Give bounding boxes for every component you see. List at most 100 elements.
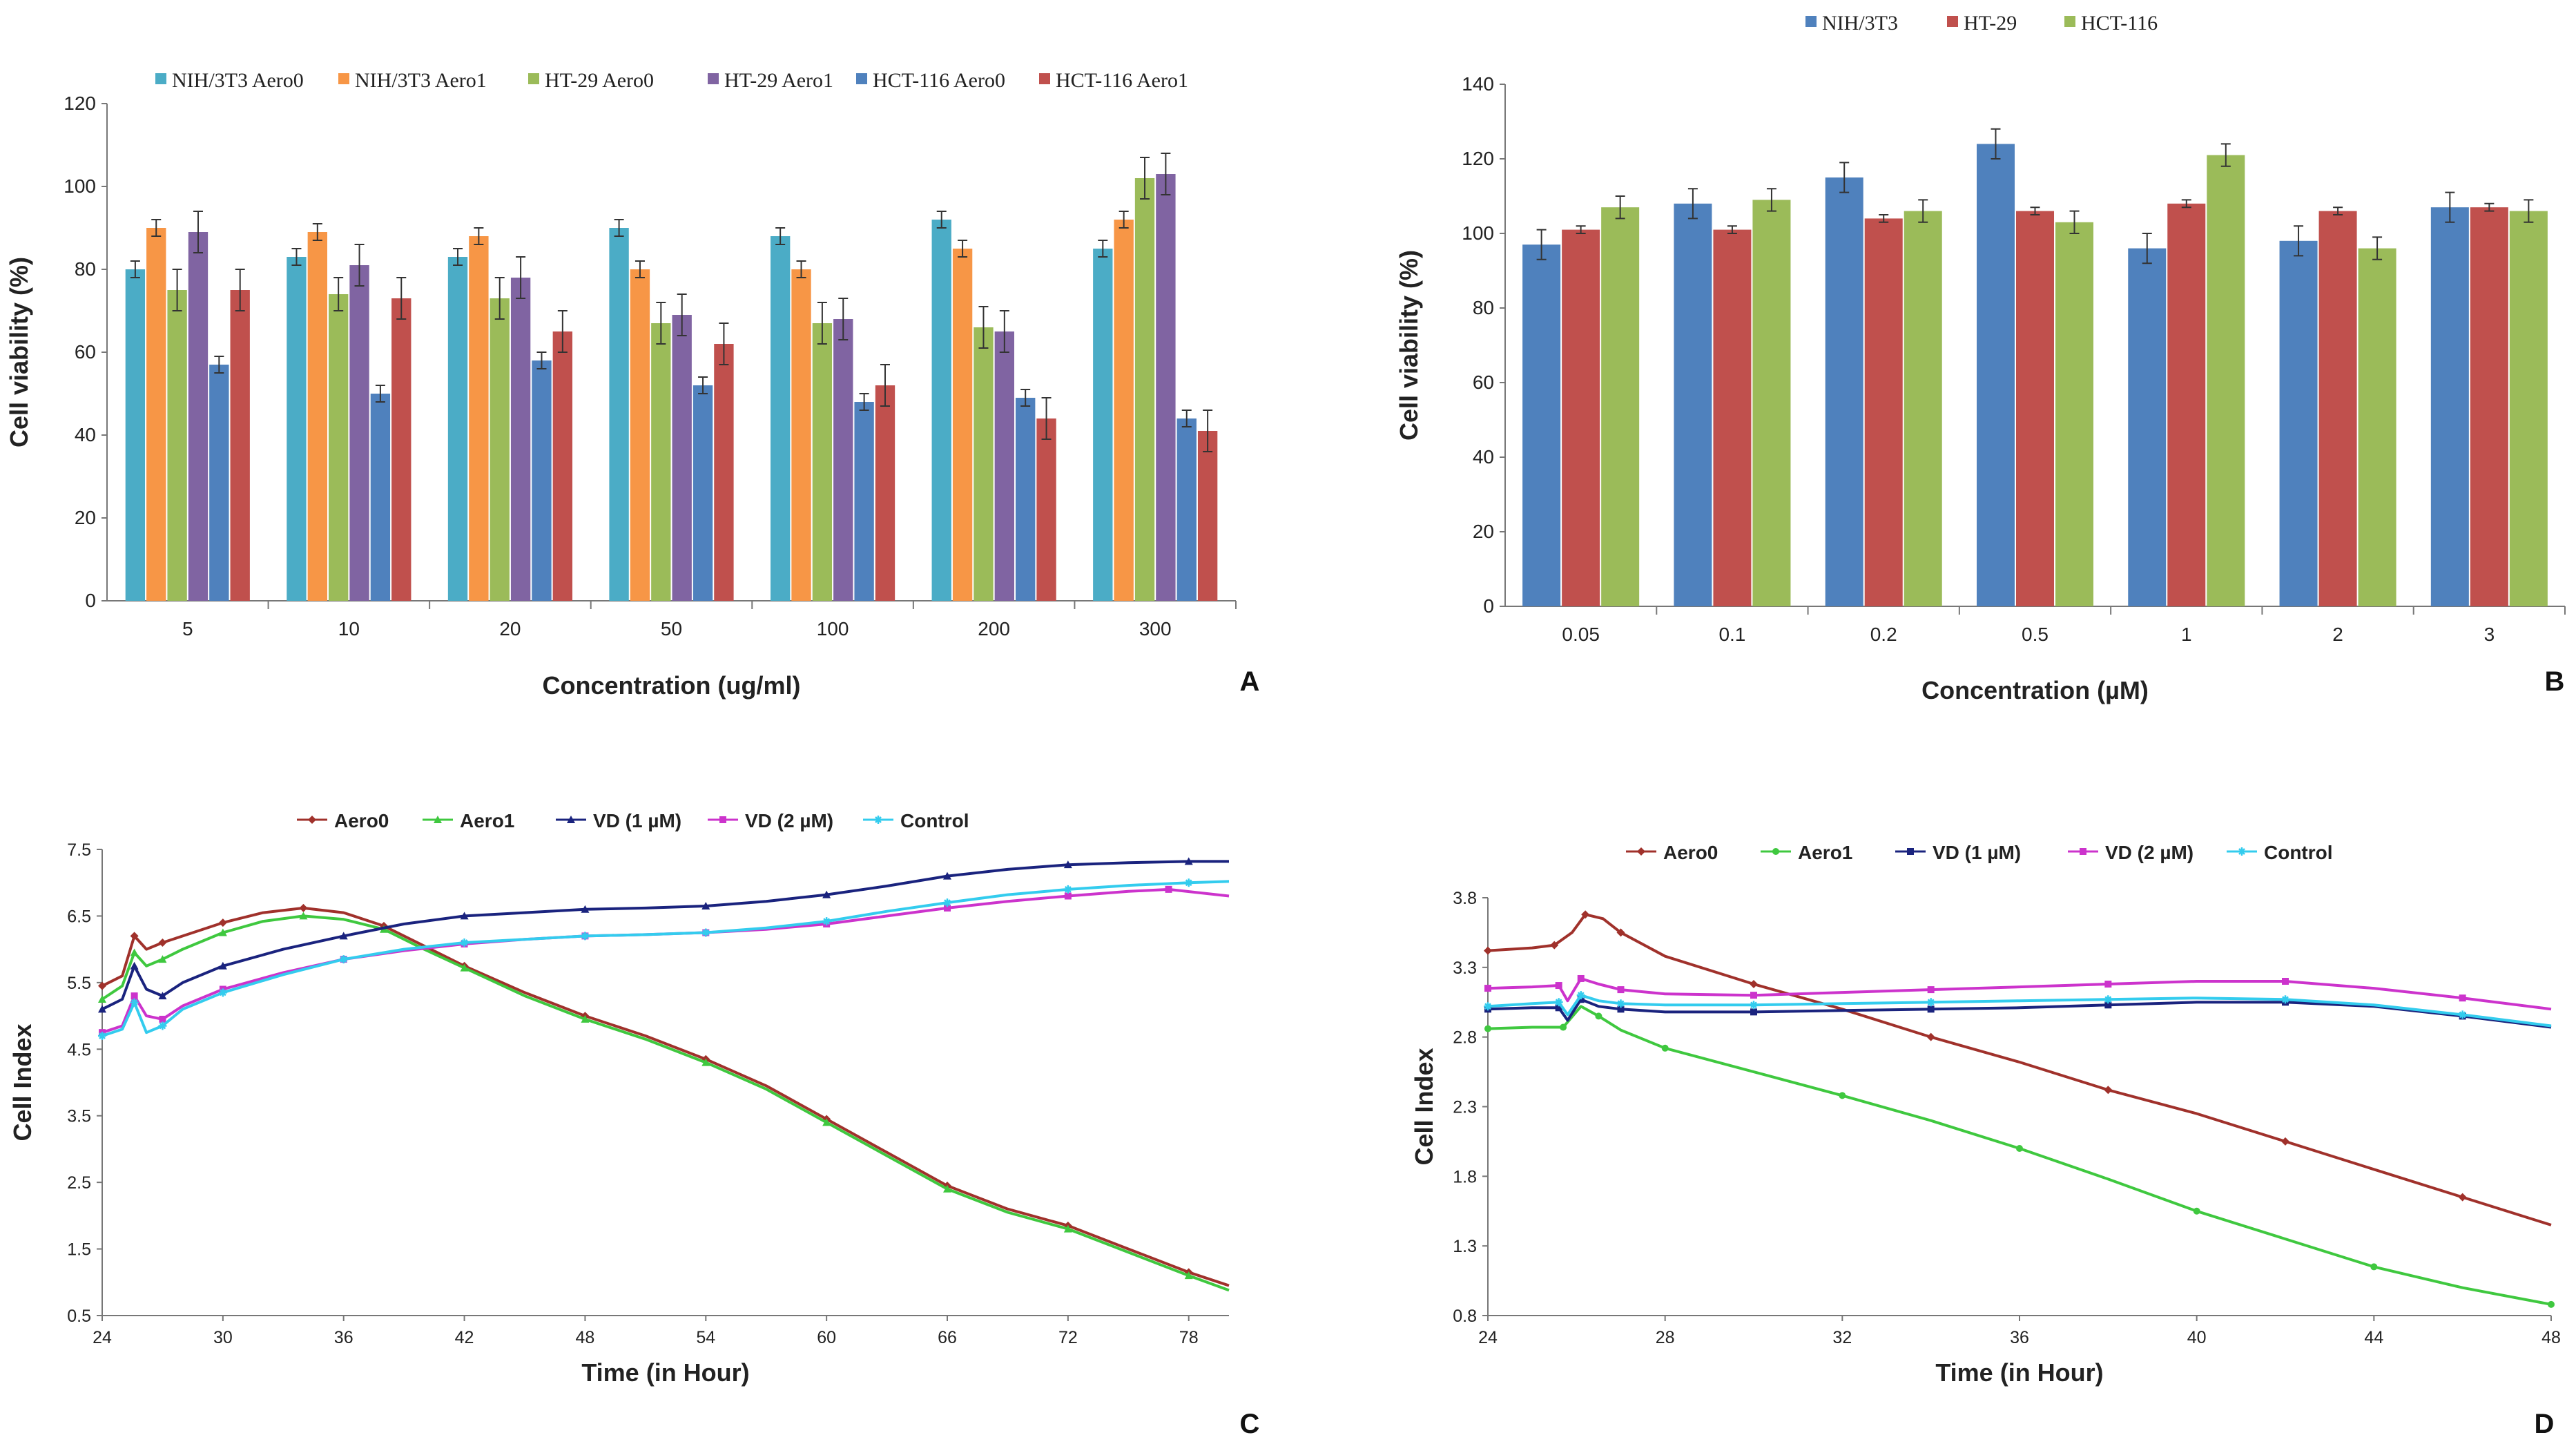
bar: [1674, 203, 1712, 606]
legend-label: VD (1 µM): [593, 810, 681, 831]
bar: [2207, 155, 2245, 607]
error-bar: [936, 211, 947, 229]
y-tick-label: 20: [75, 507, 96, 528]
y-tick-label: 1.3: [1453, 1237, 1477, 1256]
bar: [931, 220, 951, 601]
y-tick-label: 4.5: [67, 1040, 91, 1059]
bar: [230, 290, 250, 601]
marker-point: [701, 1058, 710, 1066]
marker-point: [567, 816, 575, 823]
y-tick-label: 1.5: [67, 1240, 91, 1260]
error-bar: [1918, 199, 1928, 223]
marker-point: [218, 928, 227, 936]
x-tick-label: 24: [1478, 1328, 1498, 1347]
series-line: [1487, 994, 2552, 1028]
legend-label: HT-29 Aero0: [545, 69, 654, 92]
legend-label: NIH/3T3 Aero0: [172, 69, 304, 92]
bar: [532, 360, 552, 601]
bar: [1156, 174, 1176, 601]
marker-point: [434, 816, 442, 823]
error-bar: [1020, 389, 1031, 407]
marker-point: [460, 963, 469, 972]
marker-point: [2370, 1263, 2378, 1271]
marker-point: [2281, 1137, 2289, 1146]
x-tick-label: 28: [1656, 1328, 1675, 1347]
legend-swatch: [2064, 16, 2075, 27]
bar: [307, 232, 327, 601]
y-tick-label: 0: [85, 590, 96, 611]
marker-point: [1555, 982, 1562, 990]
marker-point: [1555, 1004, 1562, 1012]
error-bar: [354, 244, 365, 287]
error-bar: [2372, 236, 2383, 260]
bar: [994, 331, 1015, 601]
marker-point: [2193, 1207, 2200, 1215]
marker-point: [339, 932, 348, 940]
error-bar: [698, 376, 708, 394]
x-tick-label: 3: [2484, 624, 2495, 645]
bar: [2358, 248, 2396, 607]
x-tick-label: 42: [455, 1328, 474, 1347]
bar: [630, 269, 650, 601]
legend-label: NIH/3T3: [1822, 12, 1898, 35]
marker-point: [130, 948, 139, 956]
x-tick-label: 32: [1832, 1328, 1852, 1347]
x-tick-label: 10: [338, 618, 360, 639]
y-axis-title: Cell Index: [8, 1023, 37, 1141]
x-tick-label: 36: [334, 1328, 354, 1347]
x-axis-title: Time (in Hour): [581, 1358, 749, 1387]
series-line: [101, 860, 1229, 1011]
marker-point: [130, 961, 139, 970]
marker-point: [1165, 885, 1172, 893]
series-line: [1487, 913, 2552, 1226]
bar: [812, 323, 833, 601]
marker-point: [98, 994, 106, 1003]
marker-point: [1927, 986, 1935, 994]
marker-point: [2104, 981, 2112, 988]
marker-point: [98, 981, 106, 990]
y-tick-label: 2.8: [1453, 1028, 1477, 1048]
bar: [469, 236, 489, 601]
x-tick-label: 24: [93, 1328, 112, 1347]
marker-point: [299, 903, 308, 912]
series-line: [1487, 998, 2552, 1029]
error-bar: [2030, 206, 2040, 215]
marker-point: [1617, 1005, 1625, 1013]
y-tick-label: 60: [1473, 372, 1494, 393]
x-axis-title: Concentration (ug/ml): [543, 671, 801, 700]
error-bar: [2294, 225, 2304, 257]
error-bar: [474, 227, 484, 245]
marker-point: [1617, 986, 1625, 994]
legend-swatch: [708, 73, 719, 84]
marker-point: [158, 1021, 167, 1030]
error-bar: [333, 277, 344, 311]
error-bar: [1727, 225, 1737, 234]
bar: [609, 228, 629, 601]
legend-swatch: [338, 73, 349, 84]
marker-point: [2104, 1086, 2113, 1095]
error-bar: [516, 256, 526, 299]
marker-point: [218, 918, 227, 927]
marker-point: [2281, 995, 2289, 1004]
y-tick-label: 100: [1462, 222, 1494, 244]
marker-point: [1184, 1271, 1193, 1280]
marker-point: [2458, 1193, 2467, 1202]
series-line: [101, 906, 1230, 1287]
legend-label: HCT-116 Aero1: [1056, 69, 1188, 92]
marker-point: [1184, 857, 1193, 865]
legend-swatch: [1947, 16, 1958, 27]
x-tick-label: 2: [2332, 624, 2343, 645]
error-bar: [2484, 202, 2495, 212]
legend-swatch: [856, 73, 867, 84]
error-bar: [775, 227, 786, 245]
bar: [651, 323, 671, 601]
y-tick-label: 100: [64, 175, 96, 197]
y-tick-label: 60: [75, 341, 96, 363]
x-tick-label: 300: [1139, 618, 1172, 639]
marker-point: [1063, 860, 1072, 869]
error-bar: [958, 240, 968, 258]
error-bar: [1766, 188, 1776, 212]
y-tick-label: 80: [75, 258, 96, 280]
marker-point: [944, 904, 951, 912]
marker-point: [2080, 848, 2086, 855]
